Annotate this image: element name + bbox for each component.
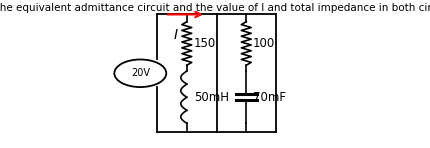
Text: 100: 100 (252, 37, 275, 50)
Circle shape (114, 59, 166, 87)
Text: I: I (173, 28, 178, 42)
Text: 150: 150 (193, 37, 215, 50)
Text: 70mF: 70mF (252, 91, 286, 104)
Text: 20V: 20V (131, 68, 150, 78)
Text: Find the equivalent admittance circuit and the value of I and total impedance in: Find the equivalent admittance circuit a… (0, 3, 430, 13)
Text: 50mH: 50mH (193, 91, 228, 104)
